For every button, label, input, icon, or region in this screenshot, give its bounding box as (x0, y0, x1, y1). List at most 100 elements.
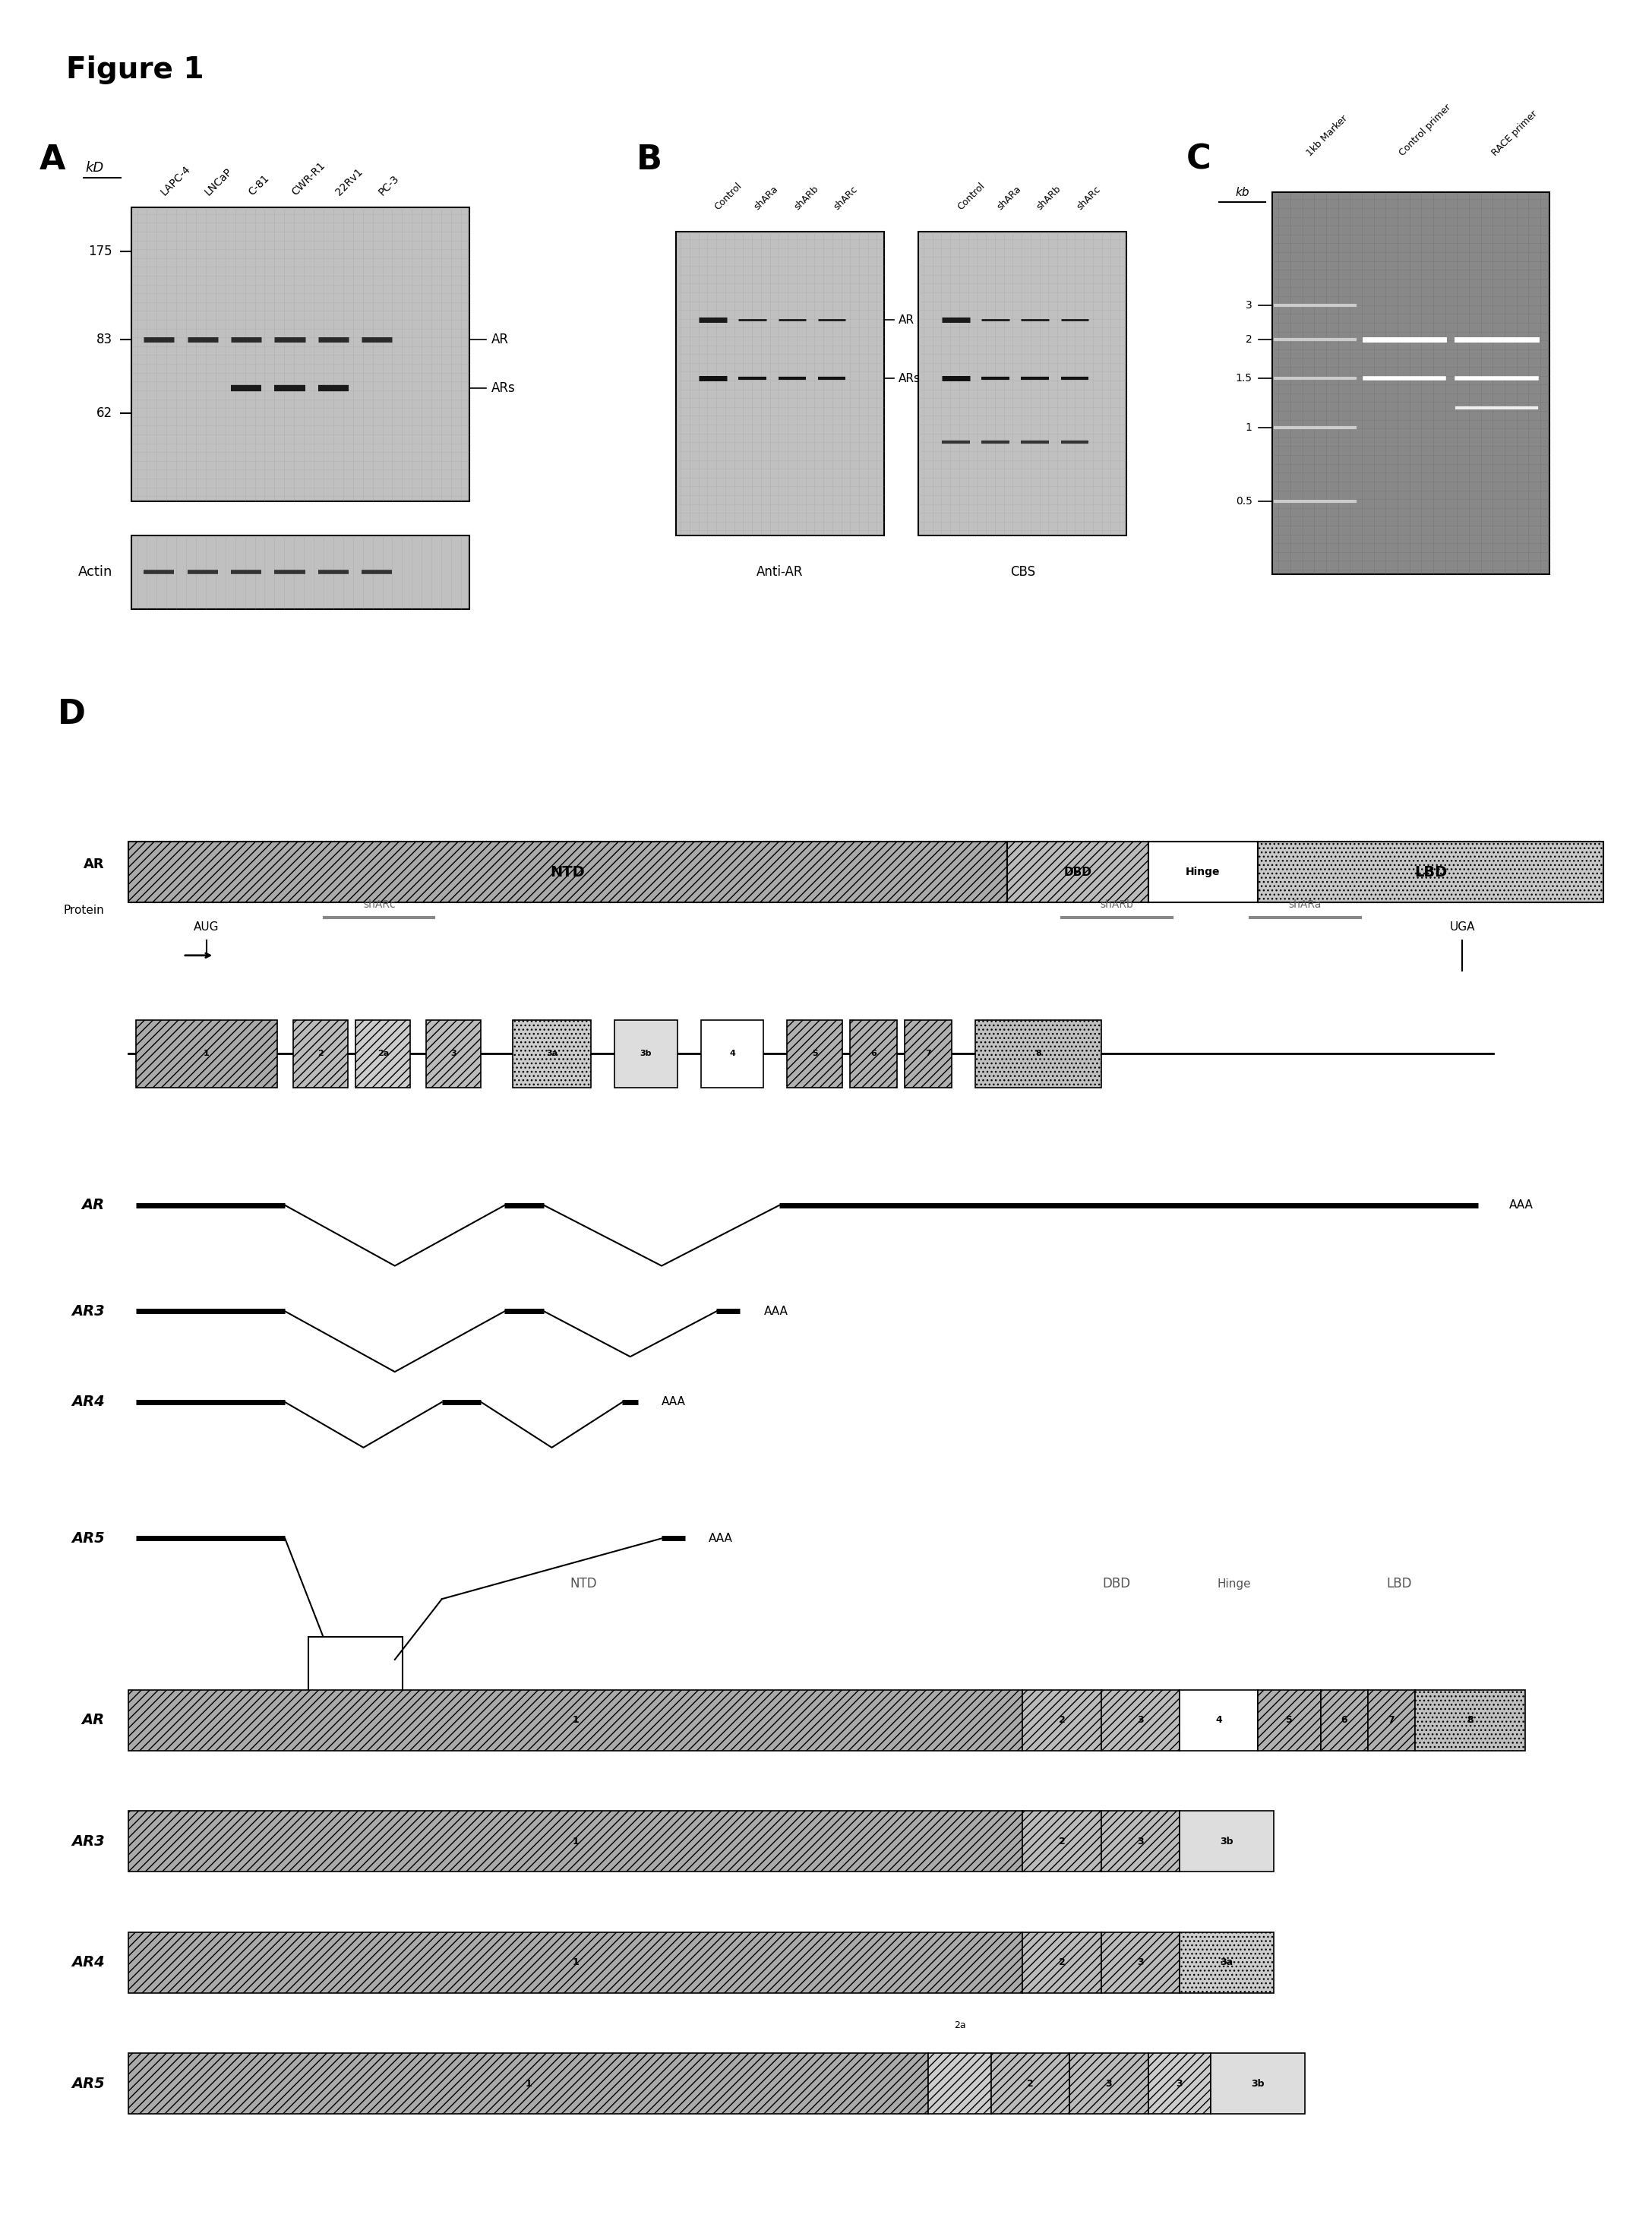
Bar (700, 1020, 763, 1087)
Text: 5: 5 (811, 1049, 818, 1058)
Text: 3: 3 (1137, 1958, 1143, 1966)
Text: Figure 1: Figure 1 (66, 56, 203, 85)
Text: shARc: shARc (363, 900, 395, 911)
Bar (1100, 1933, 1180, 1993)
Text: 2: 2 (1059, 1837, 1066, 1846)
Text: 3: 3 (1246, 301, 1252, 310)
Text: NTD: NTD (550, 864, 585, 880)
Text: 2a: 2a (953, 2020, 966, 2031)
Text: 3b: 3b (639, 1049, 653, 1058)
Text: 7: 7 (925, 1049, 932, 1058)
Text: 5: 5 (1285, 1715, 1294, 1726)
Text: AR4: AR4 (71, 1394, 104, 1410)
Bar (512, 1020, 591, 1087)
Text: 0.5: 0.5 (1236, 497, 1252, 506)
Text: 4: 4 (729, 1049, 735, 1058)
Text: 22Rv1: 22Rv1 (334, 167, 365, 198)
Bar (1368, 1690, 1414, 1750)
Text: 1: 1 (203, 1049, 210, 1058)
Text: 3: 3 (1137, 1715, 1143, 1726)
Text: shARc: shARc (831, 185, 859, 212)
Text: C-81: C-81 (246, 171, 271, 198)
Text: UGA: UGA (1449, 922, 1475, 933)
Text: AAA: AAA (1510, 1200, 1533, 1211)
Text: 7: 7 (1388, 1715, 1394, 1726)
Text: AAA: AAA (709, 1532, 733, 1543)
Text: CWR-R1: CWR-R1 (289, 160, 327, 198)
Text: PC-3: PC-3 (377, 174, 401, 198)
Bar (975, 1020, 1100, 1087)
Text: DBD: DBD (1064, 866, 1092, 877)
Bar (919, 232, 1127, 534)
Bar (1322, 1690, 1368, 1750)
Text: LBD: LBD (1414, 864, 1447, 880)
Text: 2: 2 (1246, 334, 1252, 345)
Text: shARa: shARa (1289, 900, 1322, 911)
Bar (292, 1020, 349, 1087)
Text: AR: AR (81, 1713, 104, 1728)
Text: 83: 83 (96, 332, 112, 345)
Text: AR3: AR3 (71, 1835, 104, 1848)
Text: Control primer: Control primer (1398, 102, 1454, 158)
Text: LBD: LBD (1386, 1577, 1412, 1590)
Text: 3b: 3b (1251, 2078, 1265, 2089)
Bar (1180, 1811, 1274, 1871)
Text: ARs: ARs (492, 381, 515, 394)
Text: AUG: AUG (193, 922, 220, 933)
Bar (1023, 1933, 1100, 1993)
Bar (129, 1811, 1023, 1871)
Bar (928, 2053, 991, 2113)
Text: 3b: 3b (1219, 1837, 1234, 1846)
Bar (1180, 1690, 1259, 1750)
Text: shARa: shARa (995, 185, 1023, 212)
Text: LAPC-4: LAPC-4 (159, 163, 193, 198)
Text: B: B (636, 143, 662, 176)
Text: Control: Control (955, 180, 986, 212)
Text: NTD: NTD (570, 1577, 596, 1590)
Bar (129, 1933, 1023, 1993)
Bar (1148, 2053, 1211, 2113)
Text: Protein: Protein (64, 904, 104, 915)
Bar (1272, 192, 1550, 575)
Bar (1259, 1690, 1322, 1750)
Bar (132, 534, 469, 608)
Text: 1kb Marker: 1kb Marker (1305, 114, 1350, 158)
Text: 1: 1 (572, 1958, 578, 1966)
Bar (1100, 1690, 1180, 1750)
Text: 1: 1 (525, 2078, 532, 2089)
Text: 2: 2 (1028, 2078, 1034, 2089)
Text: RACE primer: RACE primer (1490, 109, 1540, 158)
Bar (1414, 1690, 1525, 1750)
Bar (426, 1020, 481, 1087)
Text: 1: 1 (1246, 423, 1252, 432)
Text: AR: AR (84, 857, 104, 871)
Text: AR: AR (81, 1198, 104, 1211)
Bar (1148, 842, 1259, 902)
Bar (1008, 842, 1148, 902)
Bar (676, 232, 884, 534)
Text: CBS: CBS (1009, 566, 1036, 579)
Text: shARb: shARb (1034, 185, 1064, 212)
Text: 3a: 3a (547, 1049, 557, 1058)
Bar (135, 1020, 278, 1087)
Text: 8: 8 (1036, 1049, 1041, 1058)
Text: D: D (58, 697, 86, 730)
Bar (132, 207, 469, 501)
Text: 1: 1 (572, 1715, 578, 1726)
Bar (129, 1690, 1023, 1750)
Text: kb: kb (1236, 187, 1249, 198)
Text: 1: 1 (572, 1837, 578, 1846)
Bar (851, 1020, 897, 1087)
Text: Hinge: Hinge (1186, 866, 1221, 877)
Bar (991, 2053, 1070, 2113)
Bar (129, 2053, 928, 2113)
Text: 2: 2 (1059, 1715, 1066, 1726)
Text: Hinge: Hinge (1218, 1579, 1252, 1590)
Text: kD: kD (86, 160, 104, 174)
Text: AR4: AR4 (71, 1955, 104, 1969)
Bar (905, 1020, 952, 1087)
Text: shARa: shARa (752, 185, 780, 212)
Bar (615, 1020, 677, 1087)
Text: 3: 3 (451, 1049, 456, 1058)
Text: 3: 3 (1176, 2078, 1183, 2089)
